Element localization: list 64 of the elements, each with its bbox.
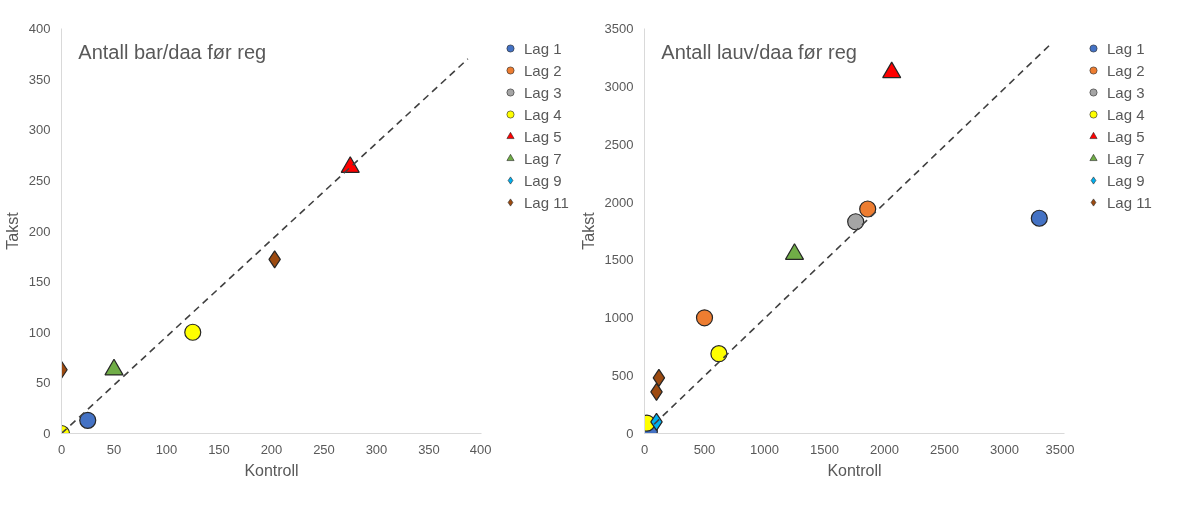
legend-label: Lag 1 [524, 38, 562, 58]
point [847, 213, 865, 231]
x-tick-label: 300 [365, 441, 388, 457]
legend-label: Lag 9 [524, 170, 562, 190]
x-tick-label: 1500 [810, 441, 839, 457]
y-axis-title: Takst [579, 211, 597, 250]
y-tick-label: 350 [28, 71, 51, 87]
x-tick-label: 2500 [930, 441, 959, 457]
x-tick-label: 250 [313, 441, 335, 457]
point [340, 156, 360, 174]
legend-label: Lag 9 [1107, 170, 1145, 190]
legend-label: Lag 11 [524, 192, 569, 212]
y-tick-label: 150 [28, 274, 51, 290]
y-tick-label: 0 [626, 426, 634, 441]
x-tick-label: 200 [260, 441, 283, 457]
x-tick-label: 50 [106, 441, 122, 457]
y-tick-label: 1000 [604, 310, 634, 326]
point [79, 411, 97, 429]
y-tick-label: 2500 [604, 136, 634, 152]
y-tick-label: 2000 [604, 194, 634, 210]
x-tick-label: 100 [155, 441, 178, 457]
y-tick-label: 200 [28, 223, 51, 239]
point [652, 368, 666, 388]
y-axis-title: Takst [3, 211, 21, 250]
legend-label: Lag 5 [524, 126, 562, 146]
legend-label: Lag 7 [524, 148, 562, 168]
text: Antall lauv/daa før reg [661, 40, 857, 63]
y-tick-label: 100 [28, 324, 51, 340]
x-tick-label: 0 [640, 441, 649, 457]
y-tick-label: 1500 [604, 252, 634, 268]
point [695, 309, 714, 327]
legend-label: Lag 4 [1107, 104, 1145, 124]
legend-label: Lag 2 [524, 60, 562, 80]
x-tick-label: 400 [469, 441, 492, 457]
x-tick-label: 150 [208, 441, 230, 457]
y-tick-label: 3500 [604, 21, 634, 36]
legend-label: Lag 1 [1107, 38, 1145, 58]
legend-label: Lag 11 [1107, 192, 1152, 212]
y-tick-label: 250 [28, 172, 51, 188]
y-tick-label: 50 [36, 375, 51, 391]
legend-label: Lag 4 [524, 104, 562, 124]
x-tick-label: 0 [57, 441, 66, 457]
text: Antall bar/daa før reg [78, 40, 267, 63]
point [859, 200, 877, 218]
x-tick-label: 2000 [870, 441, 899, 457]
y-tick-label: 3000 [604, 78, 634, 94]
y-tick-label: 500 [611, 368, 634, 384]
point [184, 323, 202, 341]
legend-label: Lag 3 [1107, 82, 1145, 102]
x-axis-title: Kontroll [827, 461, 882, 479]
legend-label: Lag 3 [524, 82, 562, 102]
y-tick-label: 300 [28, 122, 51, 138]
x-tick-label: 3000 [990, 441, 1019, 457]
x-tick-label: 500 [693, 441, 716, 457]
legend-label: Lag 7 [1107, 148, 1145, 168]
y-tick-label: 0 [43, 426, 51, 441]
x-tick-label: 350 [418, 441, 440, 457]
point [1030, 209, 1048, 227]
x-tick-label: 3500 [1045, 441, 1075, 457]
legend-label: Lag 5 [1107, 126, 1145, 146]
y-tick-label: 400 [28, 21, 51, 36]
legend-label: Lag 2 [1107, 60, 1145, 80]
x-axis-title: Kontroll [244, 461, 299, 479]
x-tick-label: 1000 [750, 441, 779, 457]
